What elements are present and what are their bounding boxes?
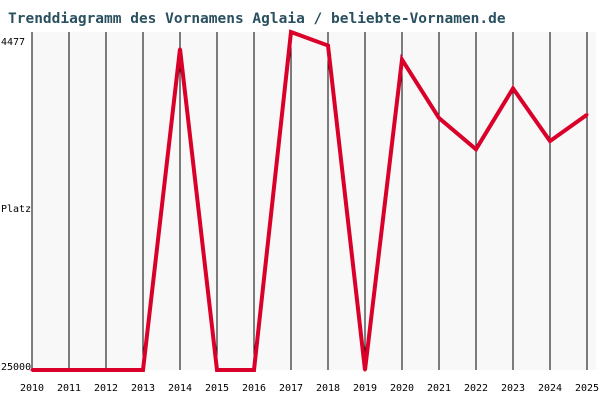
data-point-2019 [363, 368, 367, 372]
x-tick-labels: 2010 2011 2012 2013 2014 2015 2016 2017 2018 2019… [20, 383, 599, 394]
chart-title: Trenddiagramm des Vornamens Aglaia / bel… [8, 11, 506, 27]
x-tick-2024: 2024 [538, 383, 562, 394]
data-point-2010 [30, 368, 34, 372]
x-tick-2022: 2022 [464, 383, 488, 394]
x-tick-2012: 2012 [94, 383, 118, 394]
data-point-2023 [511, 86, 515, 90]
series-line [32, 29, 589, 372]
x-tick-2017: 2017 [279, 383, 303, 394]
data-point-2025 [585, 113, 589, 117]
x-tick-2021: 2021 [427, 383, 451, 394]
data-point-2014 [178, 47, 182, 51]
x-tick-2015: 2015 [205, 383, 229, 394]
x-tick-2019: 2019 [353, 383, 377, 394]
data-point-2011 [67, 368, 71, 372]
data-point-2021 [437, 116, 441, 120]
x-tick-2020: 2020 [390, 383, 414, 394]
x-tick-2011: 2011 [57, 383, 81, 394]
x-tick-2023: 2023 [501, 383, 525, 394]
x-tick-2016: 2016 [242, 383, 266, 394]
x-tick-2010: 2010 [20, 383, 44, 394]
grid-lines [68, 32, 588, 370]
plot-area [32, 32, 596, 370]
data-point-2024 [548, 139, 552, 143]
series-group [30, 29, 589, 372]
data-point-2015 [215, 368, 219, 372]
y-tick-top: 4477 [1, 37, 25, 48]
data-point-2017 [289, 30, 293, 34]
data-point-2012 [104, 368, 108, 372]
x-tick-2013: 2013 [131, 383, 155, 394]
data-point-2020 [400, 58, 404, 62]
data-point-2018 [326, 44, 330, 48]
x-tick-2018: 2018 [316, 383, 340, 394]
x-tick-2014: 2014 [168, 383, 192, 394]
data-point-2013 [141, 368, 145, 372]
y-axis-label: Platz [1, 204, 31, 215]
y-tick-bottom: 25000 [1, 362, 31, 373]
data-point-2016 [252, 368, 256, 372]
data-point-2022 [474, 147, 478, 151]
x-tick-2025: 2025 [575, 383, 599, 394]
